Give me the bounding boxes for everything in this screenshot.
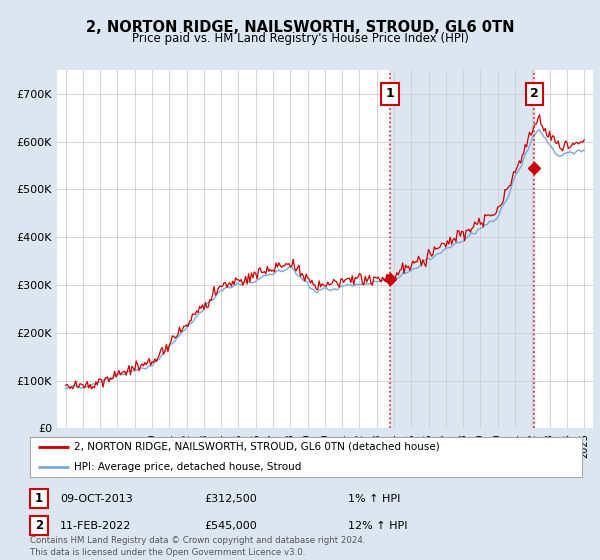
Text: 11-FEB-2022: 11-FEB-2022 — [60, 521, 131, 530]
Text: 12% ↑ HPI: 12% ↑ HPI — [348, 521, 407, 530]
Text: Price paid vs. HM Land Registry's House Price Index (HPI): Price paid vs. HM Land Registry's House … — [131, 32, 469, 45]
Text: 2, NORTON RIDGE, NAILSWORTH, STROUD, GL6 0TN (detached house): 2, NORTON RIDGE, NAILSWORTH, STROUD, GL6… — [74, 442, 440, 452]
Text: 09-OCT-2013: 09-OCT-2013 — [60, 494, 133, 503]
Text: 2, NORTON RIDGE, NAILSWORTH, STROUD, GL6 0TN: 2, NORTON RIDGE, NAILSWORTH, STROUD, GL6… — [86, 20, 514, 35]
Text: 1: 1 — [386, 87, 395, 100]
Text: 2: 2 — [35, 519, 43, 532]
Text: HPI: Average price, detached house, Stroud: HPI: Average price, detached house, Stro… — [74, 462, 302, 472]
Text: 1: 1 — [35, 492, 43, 505]
Bar — [390, 70, 535, 428]
Text: £545,000: £545,000 — [204, 521, 257, 530]
Text: £312,500: £312,500 — [204, 494, 257, 503]
Text: 2: 2 — [530, 87, 539, 100]
Text: 1% ↑ HPI: 1% ↑ HPI — [348, 494, 400, 503]
Text: Contains HM Land Registry data © Crown copyright and database right 2024.
This d: Contains HM Land Registry data © Crown c… — [30, 536, 365, 557]
